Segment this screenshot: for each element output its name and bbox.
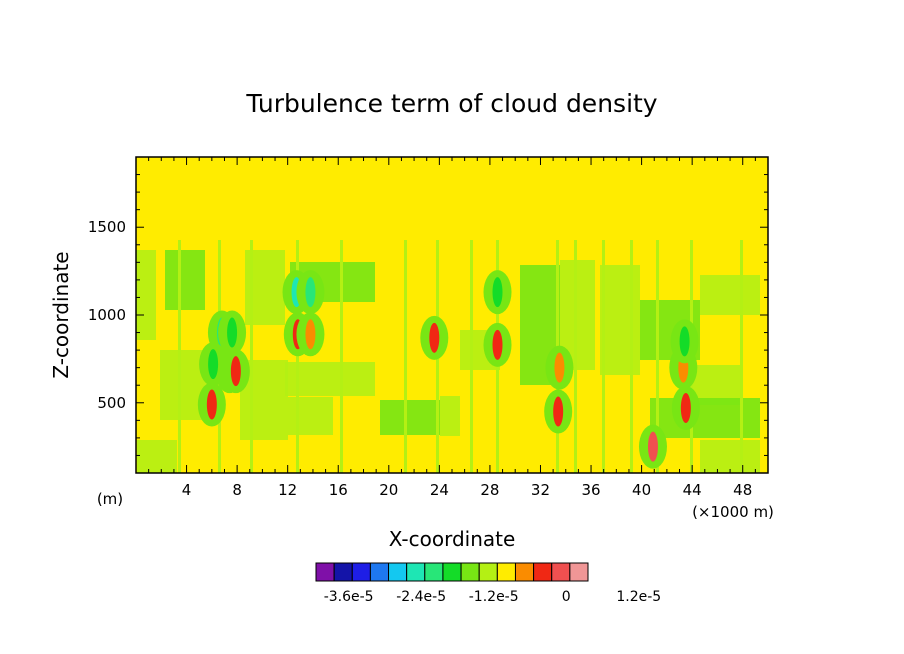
contour-shapes [136, 240, 760, 620]
colorbar-swatch [406, 562, 426, 582]
green-streak [340, 240, 343, 473]
feature-core [230, 356, 241, 387]
colorbar-swatch [478, 562, 498, 582]
colorbar-swatch [514, 562, 535, 582]
green-region [288, 397, 333, 435]
green-streak [178, 240, 181, 473]
green-region [650, 398, 760, 438]
feature-core [227, 317, 238, 348]
green-streak [470, 240, 473, 473]
green-region [137, 440, 177, 473]
x-tick-label: 36 [581, 481, 600, 499]
colorbar-swatch [333, 562, 353, 582]
green-streak [250, 240, 253, 473]
feature-core [492, 277, 503, 308]
colorbar-swatch [369, 562, 390, 582]
colorbar-swatch [533, 562, 553, 582]
feature-core [305, 319, 316, 350]
x-tick-label: 48 [733, 481, 752, 499]
x-axis-label: X-coordinate [389, 527, 516, 551]
colorbar-tick-label: -3.6e-5 [324, 589, 374, 605]
x-tick-label: 32 [531, 481, 550, 499]
green-streak [740, 240, 743, 473]
colorbar-tick-labels: -3.6e-5 -2.4e-5 -1.2e-5 0 1.2e-5 [324, 589, 662, 605]
y-tick-label: 1000 [88, 306, 126, 324]
colorbar-swatch [351, 562, 371, 582]
x-tick-label: 28 [480, 481, 499, 499]
x-tick-label: 8 [232, 481, 242, 499]
x-axis-ticks: 4 8 12 16 20 24 28 32 36 40 44 48 [148, 157, 756, 499]
feature-core [208, 349, 219, 380]
y-tick-label: 1500 [88, 218, 126, 236]
feature-core [679, 326, 690, 357]
y-axis-ticks: 500 1000 1500 [88, 156, 768, 474]
colorbar-swatch [496, 562, 516, 582]
colorbar-swatch [315, 562, 335, 582]
colorbar-tick-label: 1.2e-5 [616, 589, 661, 605]
green-region [165, 250, 205, 310]
colorbar-swatch [569, 562, 589, 582]
colorbar-swatch [442, 562, 462, 582]
y-tick-label: 500 [97, 394, 126, 412]
x-tick-label: 12 [278, 481, 297, 499]
green-streak [602, 240, 605, 473]
colorbar-swatch [551, 562, 571, 582]
x-units-label: (×1000 m) [692, 503, 774, 521]
x-tick-label: 20 [379, 481, 398, 499]
colorbar-tick-label: -1.2e-5 [469, 589, 519, 605]
x-tick-label: 4 [182, 481, 192, 499]
green-region [700, 275, 760, 315]
green-region [136, 250, 156, 340]
green-region [285, 362, 375, 396]
green-streak [574, 240, 577, 473]
green-region [600, 265, 640, 375]
x-tick-label: 16 [329, 481, 348, 499]
feature-core [492, 329, 503, 360]
feature-core [680, 393, 691, 424]
feature-core [206, 389, 217, 420]
green-streak [404, 240, 407, 473]
colorbar-tick-label: -2.4e-5 [396, 589, 446, 605]
green-streak [656, 240, 659, 473]
green-streak [296, 240, 299, 473]
chart-title: Turbulence term of cloud density [245, 89, 657, 118]
green-region [440, 396, 460, 436]
green-region [700, 440, 760, 473]
green-region [136, 500, 176, 620]
green-streak [630, 240, 633, 473]
y-units-label: (m) [97, 490, 123, 508]
colorbar [315, 562, 589, 582]
plot-area [136, 157, 768, 620]
x-tick-label: 40 [632, 481, 651, 499]
x-tick-label: 44 [683, 481, 702, 499]
colorbar-tick-label: 0 [562, 589, 571, 605]
x-tick-label: 24 [430, 481, 449, 499]
feature-core [553, 396, 564, 427]
colorbar-swatch [460, 562, 480, 582]
colorbar-swatch [388, 562, 408, 582]
feature-core [305, 277, 316, 308]
colorbar-swatch [424, 562, 444, 582]
y-axis-label: Z-coordinate [49, 251, 73, 378]
feature-core [647, 431, 658, 462]
feature-core [554, 352, 565, 383]
feature-core [429, 322, 440, 353]
green-region [380, 400, 440, 435]
